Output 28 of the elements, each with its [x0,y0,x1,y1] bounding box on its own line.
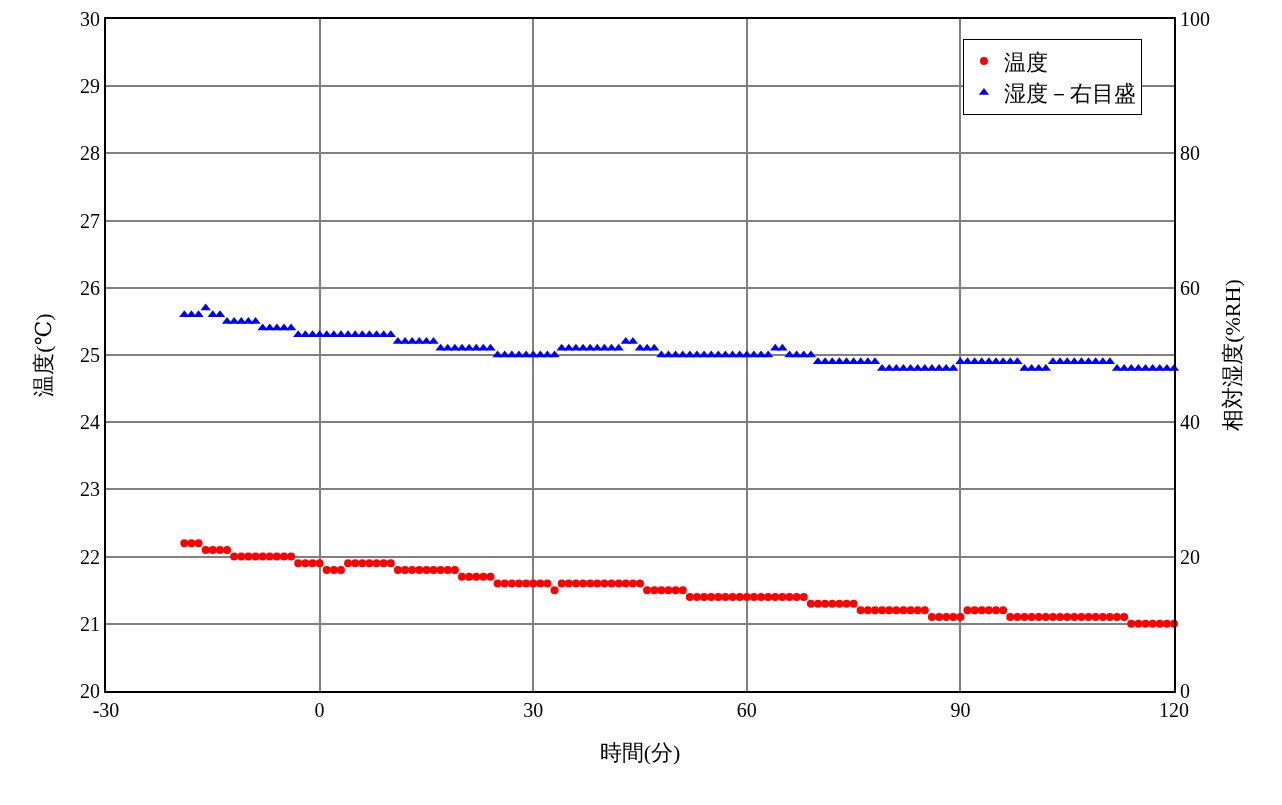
y-tick-label: 28 [80,142,100,165]
y-tick-label: 26 [80,276,100,299]
y2-axis-title: 相対湿度(%RH) [1220,279,1245,431]
y-tick-label: 23 [80,478,100,501]
y-tick-label: 20 [80,680,100,702]
x-tick-label: 30 [523,699,544,721]
y-tick-label: 29 [80,75,100,98]
y2-tick-label: 0 [1180,680,1190,702]
x-tick-label: 60 [736,699,757,721]
y2-tick-label: 100 [1180,8,1210,30]
y2-tick-label: 20 [1180,545,1200,568]
y2-tick-label: 40 [1180,411,1200,434]
y-axis-title: 温度(℃) [31,313,56,397]
y-tick-label: 27 [80,209,100,232]
x-tick-label: -30 [92,699,120,721]
y-tick-label: 30 [80,8,100,30]
x-axis-title: 時間(分) [599,740,681,766]
x-tick-label: 90 [950,699,971,721]
y-tick-label: 24 [80,411,100,434]
legend-label: 温度 [1003,49,1048,75]
x-tick-label: 0 [314,699,325,721]
y-tick-label: 22 [80,545,100,568]
legend-label: 湿度－右目盛 [1003,81,1136,107]
x-tick-label: 120 [1159,699,1189,721]
y2-tick-label: 80 [1180,142,1200,165]
y2-tick-label: 60 [1180,276,1200,299]
y-tick-label: 25 [80,344,100,366]
y-tick-label: 21 [80,612,100,635]
